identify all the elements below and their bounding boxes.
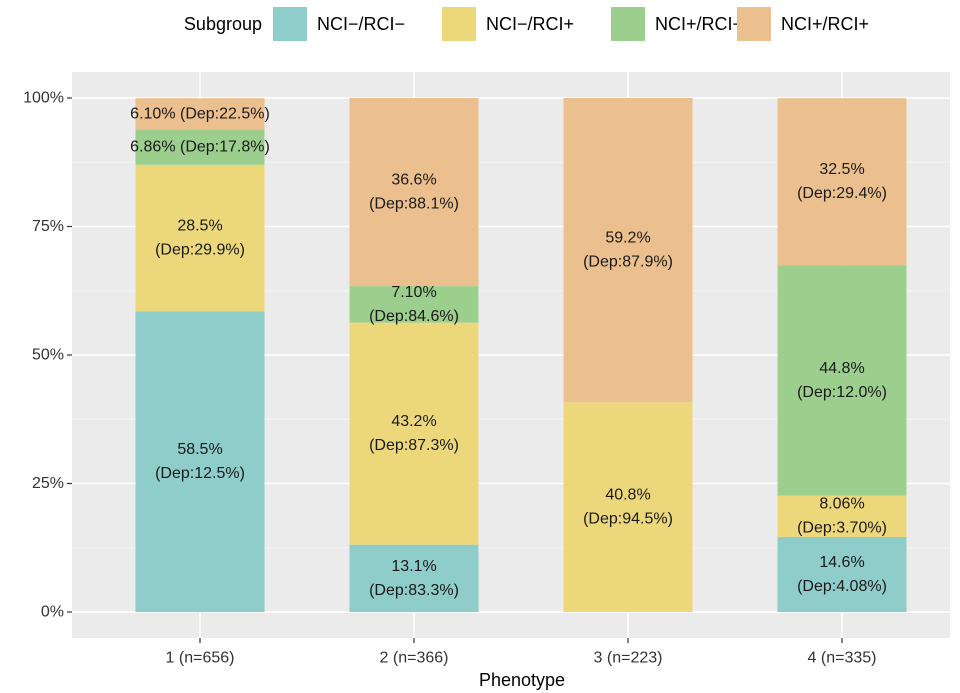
legend-label: NCI−/RCI− — [317, 14, 405, 34]
data-label: (Dep:3.70%) — [797, 520, 887, 537]
legend-key — [611, 7, 645, 41]
data-label: 6.86% (Dep:17.8%) — [130, 139, 270, 156]
x-tick-label: 1 (n=656) — [166, 650, 235, 667]
data-label: 43.2% — [391, 413, 436, 430]
bar-segment — [777, 536, 907, 612]
data-label: (Dep:88.1%) — [369, 196, 459, 213]
bar-segment — [135, 98, 265, 130]
data-label: (Dep:12.0%) — [797, 384, 887, 401]
bar-segment — [563, 402, 693, 612]
data-label: (Dep:83.3%) — [369, 582, 459, 599]
data-label: 13.1% — [391, 558, 436, 575]
legend-key — [442, 7, 476, 41]
legend-key — [273, 7, 307, 41]
data-label: 59.2% — [605, 230, 650, 247]
x-tick-label: 2 (n=366) — [380, 650, 449, 667]
data-label: (Dep:84.6%) — [369, 308, 459, 325]
x-axis: 1 (n=656) 2 (n=366) 3 (n=223) 4 (n=335) — [166, 638, 877, 667]
bar-segment — [349, 286, 479, 323]
data-label: 8.06% — [819, 496, 864, 513]
data-label: 40.8% — [605, 487, 650, 504]
legend-label: NCI−/RCI+ — [486, 14, 574, 34]
bar-segment — [349, 322, 479, 545]
legend-label: NCI+/RCI+ — [781, 14, 869, 34]
data-label: (Dep:94.5%) — [583, 511, 673, 528]
data-label: (Dep:29.4%) — [797, 185, 887, 202]
data-label: (Dep:12.5%) — [155, 465, 245, 482]
x-tick-label: 3 (n=223) — [594, 650, 663, 667]
legend-title: Subgroup — [184, 14, 262, 34]
data-label: 36.6% — [391, 172, 436, 189]
bar-segment — [135, 164, 265, 312]
y-tick-label: 50% — [32, 347, 64, 364]
y-axis: 0% 25% 50% 75% 100% — [23, 90, 72, 621]
bars — [135, 98, 907, 612]
data-label: 32.5% — [819, 161, 864, 178]
bar-segment — [135, 129, 265, 165]
y-tick-label: 100% — [23, 90, 64, 107]
x-tick-label: 4 (n=335) — [808, 650, 877, 667]
legend: Subgroup NCI−/RCI− NCI−/RCI+ NCI+/RCI− NCI+/… — [184, 7, 869, 41]
data-label: 14.6% — [819, 554, 864, 571]
data-label: 6.10% (Dep:22.5%) — [130, 105, 270, 122]
legend-label: NCI+/RCI− — [655, 14, 743, 34]
bar-segment — [349, 98, 479, 287]
y-tick-label: 25% — [32, 475, 64, 492]
data-label: 7.10% — [391, 284, 436, 301]
y-tick-label: 0% — [41, 604, 64, 621]
data-label: 28.5% — [177, 218, 222, 235]
data-label: 44.8% — [819, 360, 864, 377]
legend-key — [737, 7, 771, 41]
x-axis-title: Phenotype — [479, 670, 565, 690]
bar-segment — [563, 98, 693, 403]
data-label: (Dep:4.08%) — [797, 578, 887, 595]
data-label: (Dep:29.9%) — [155, 242, 245, 259]
y-tick-label: 75% — [32, 218, 64, 235]
bar-segment — [777, 98, 907, 266]
bar-segment — [349, 544, 479, 612]
bar-labels: 58.5% (Dep:12.5%) 28.5% (Dep:29.9%) 6.86% (D… — [130, 105, 887, 598]
bar-segment — [135, 311, 265, 612]
data-label: (Dep:87.9%) — [583, 254, 673, 271]
bar-segment — [777, 495, 907, 537]
data-label: 58.5% — [177, 441, 222, 458]
data-label: (Dep:87.3%) — [369, 437, 459, 454]
bar-segment — [777, 265, 907, 496]
